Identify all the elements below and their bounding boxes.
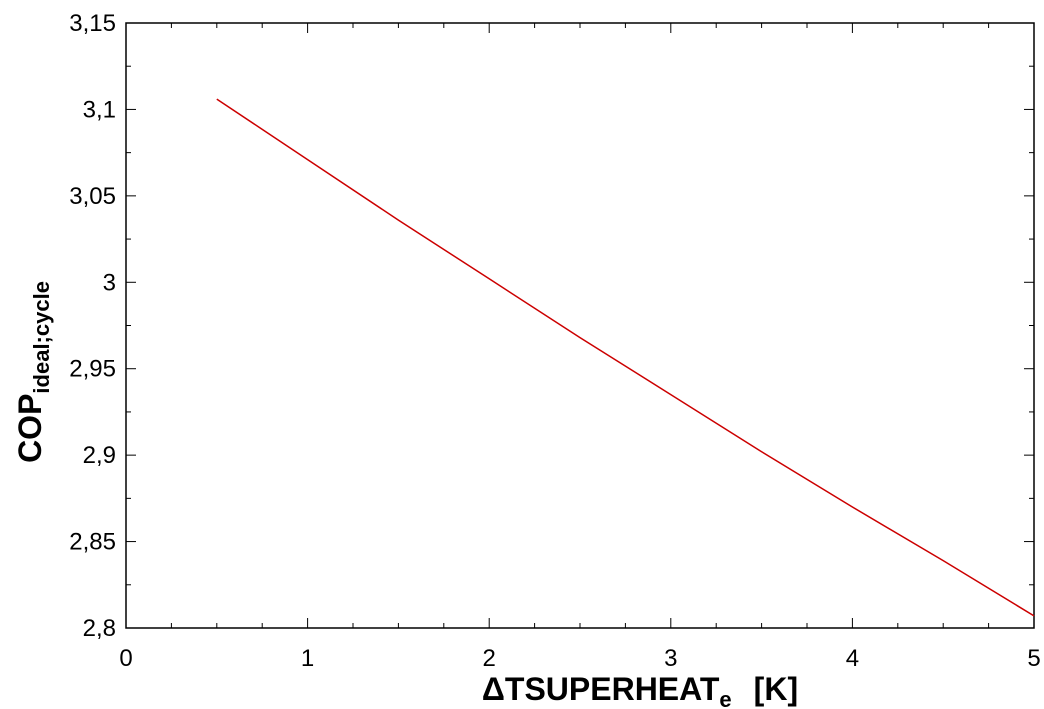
- x-tick-label: 4: [846, 645, 859, 672]
- x-tick-label: 3: [664, 645, 677, 672]
- x-tick-label: 2: [483, 645, 496, 672]
- y-tick-label: 3,1: [83, 96, 116, 123]
- plot-frame: [125, 22, 1035, 629]
- x-tick-label: 0: [119, 645, 132, 672]
- y-tick-label: 2,8: [83, 615, 116, 642]
- y-axis-title: COPideal;cycle: [12, 281, 54, 463]
- y-tick-label: 3,05: [69, 183, 116, 210]
- x-tick-label: 5: [1027, 645, 1040, 672]
- y-tick-label: 2,9: [83, 442, 116, 469]
- y-tick-label: 2,95: [69, 356, 116, 383]
- y-tick-label: 2,85: [69, 529, 116, 556]
- x-tick-label: 1: [301, 645, 314, 672]
- series-line: [216, 98, 1035, 617]
- x-axis-title: ΔTSUPERHEATe [K]: [482, 671, 798, 709]
- y-tick-label: 3,15: [69, 10, 116, 37]
- y-tick-label: 3: [103, 269, 116, 296]
